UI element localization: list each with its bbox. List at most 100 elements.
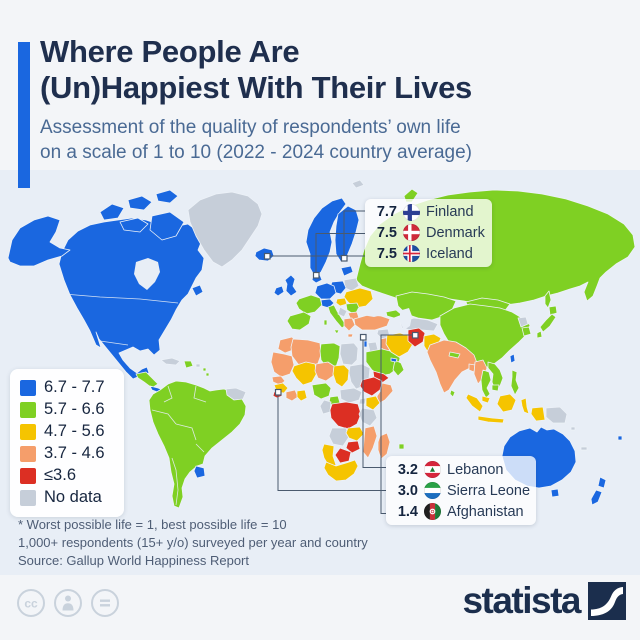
- map-region-angola: [328, 427, 350, 447]
- legend-label: 3.7 - 4.6: [44, 444, 105, 463]
- title-line-2: (Un)Happiest With Their Lives: [40, 70, 472, 106]
- map-region-borneo: [496, 393, 517, 413]
- map-region-new-zealand: [590, 489, 603, 506]
- connector-denmark: [315, 233, 365, 273]
- legend-row: 4.7 - 5.6: [20, 422, 114, 443]
- map-region-java: [477, 415, 505, 424]
- map-region-japan: [539, 313, 557, 333]
- sierra-leone-flag-icon: [424, 482, 441, 499]
- map-region-sumatra: [465, 393, 484, 413]
- score-value: 1.4: [397, 503, 418, 520]
- denmark-flag-icon: [403, 224, 420, 242]
- callout-happiest: 7.7 Finland 7.5 Denmark 7.5 Iceland: [365, 199, 492, 267]
- cc-license-icons: cc: [16, 588, 120, 618]
- country-name: Denmark: [426, 224, 485, 241]
- legend-swatch-orange: [20, 445, 36, 462]
- score-value: 3.2: [397, 461, 418, 478]
- legend-swatch-blue: [20, 379, 36, 396]
- map-region-drc: [329, 401, 362, 430]
- map-region-mali: [291, 361, 318, 386]
- map-region-south-africa: [323, 459, 359, 482]
- connector-finland: [343, 210, 365, 256]
- footnote-line-2: 1,000+ respondents (15+ y/o) surveyed pe…: [18, 535, 368, 551]
- callout-row-finland: 7.7 Finland: [371, 203, 486, 221]
- callout-connectors: [269, 210, 413, 514]
- map-region-mauritius: [398, 443, 405, 450]
- map-region-india: [426, 339, 478, 394]
- legend-row: 3.7 - 4.6: [20, 444, 114, 465]
- marker-sierra-leone: [274, 388, 282, 396]
- score-value: 7.5: [376, 224, 397, 241]
- score-value: 3.0: [397, 482, 418, 499]
- map-region-antilles: [202, 367, 207, 372]
- hudson-bay: [134, 258, 160, 290]
- inland-seas: [134, 258, 412, 330]
- map-region-sulawesi: [520, 397, 530, 415]
- svg-text:cc: cc: [24, 597, 38, 611]
- connector-lebanon: [362, 340, 386, 468]
- legend-label: No data: [44, 488, 102, 507]
- statista-logo-text: statista: [462, 580, 581, 621]
- subtitle-line-2: on a scale of 1 to 10 (2022 - 2024 count…: [40, 142, 472, 164]
- legend-label: 5.7 - 6.6: [44, 400, 105, 419]
- map-region-new-zealand: [597, 476, 607, 489]
- callout-row-afghanistan: 1.4 Afghanistan: [392, 503, 530, 520]
- score-value: 7.5: [376, 245, 397, 262]
- cc-icon: cc: [17, 589, 45, 617]
- marker-finland: [340, 254, 348, 262]
- map-region-south-korea: [521, 326, 532, 337]
- black-sea: [356, 305, 386, 317]
- map-region-greenland: [187, 191, 263, 268]
- map-region-malaysia: [481, 395, 491, 404]
- map-region-cuba: [160, 357, 181, 366]
- map-region-nigeria: [311, 382, 332, 400]
- footnotes: * Worst possible life = 1, best possible…: [18, 516, 368, 553]
- map-region-balkans: [337, 306, 348, 318]
- legend-row: No data: [20, 488, 114, 509]
- country-name: Finland: [426, 204, 474, 221]
- page-subtitle: Assessment of the quality of respondents…: [40, 115, 472, 165]
- legend-swatch-nodata: [20, 489, 36, 506]
- afghanistan-flag-icon: [424, 503, 441, 520]
- map-region-philippines: [510, 369, 520, 396]
- legend-swatch-green: [20, 401, 36, 418]
- map-region-sicily: [333, 329, 340, 335]
- map-region-nepal: [448, 351, 461, 359]
- footnote-line-1: * Worst possible life = 1, best possible…: [18, 517, 287, 532]
- marker-afghanistan: [411, 331, 419, 339]
- legend-row: 6.7 - 7.7: [20, 378, 114, 399]
- callout-row-denmark: 7.5 Denmark: [371, 224, 486, 242]
- map-region-germany: [314, 282, 337, 300]
- map-region-zimbabwe: [345, 440, 361, 454]
- map-region-sardinia: [323, 319, 328, 326]
- legend-row: ≤3.6: [20, 466, 114, 487]
- map-region-sakhalin: [544, 290, 552, 309]
- cc-by-person-icon: [54, 589, 82, 617]
- map-region-france: [295, 294, 323, 315]
- map-region-chad: [332, 364, 350, 388]
- map-region-uk: [284, 274, 298, 297]
- title-line-1: Where People Are: [40, 34, 300, 69]
- map-region-arctic-island: [127, 195, 153, 211]
- connector-afghanistan: [380, 334, 413, 514]
- country-name: Sierra Leone: [447, 482, 531, 499]
- score-value: 7.7: [376, 204, 397, 221]
- map-region-alaska: [7, 215, 71, 267]
- country-markers: [263, 252, 419, 396]
- map-region-south-america: [148, 380, 247, 509]
- map-region-arctic-island: [99, 203, 125, 221]
- map-region-fiji: [617, 435, 623, 441]
- map-region-tasmania: [550, 488, 560, 498]
- map-region-hispaniola: [183, 360, 194, 369]
- legend-swatch-yellow: [20, 423, 36, 440]
- title-accent-bar: [18, 42, 30, 188]
- source-line: Source: Gallup World Happiness Report: [18, 553, 249, 568]
- map-region-arctic-island: [119, 217, 149, 233]
- map-region-mozambique: [362, 425, 378, 459]
- map-region-newfoundland: [191, 284, 204, 297]
- map-region-cambodia: [491, 384, 500, 392]
- legend-label: 6.7 - 7.7: [44, 378, 105, 397]
- lebanon-flag-icon: [424, 461, 441, 478]
- iceland-flag-icon: [403, 245, 420, 263]
- map-region-car: [339, 387, 363, 404]
